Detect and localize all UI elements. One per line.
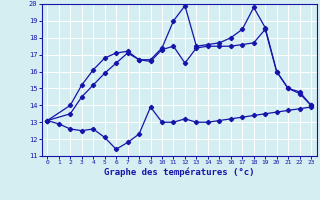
X-axis label: Graphe des températures (°c): Graphe des températures (°c) — [104, 168, 254, 177]
